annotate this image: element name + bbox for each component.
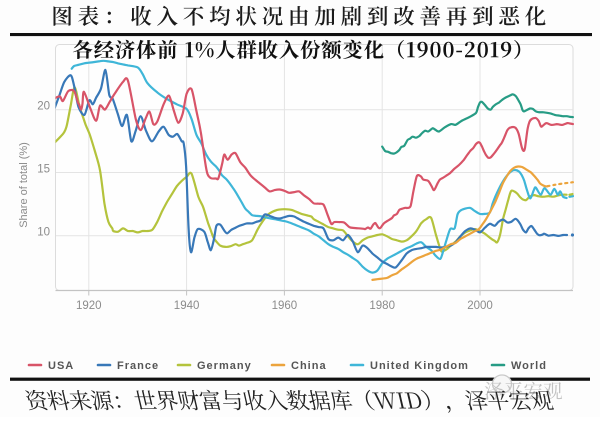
svg-text:2000: 2000: [467, 300, 493, 312]
svg-text:USA: USA: [48, 360, 74, 372]
svg-text:France: France: [117, 360, 159, 372]
svg-text:United Kingdom: United Kingdom: [370, 360, 469, 372]
svg-text:1960: 1960: [272, 300, 298, 312]
svg-text:15: 15: [37, 163, 50, 175]
svg-text:Share of total (%): Share of total (%): [18, 142, 30, 228]
svg-text:China: China: [291, 360, 327, 372]
svg-text:20: 20: [37, 101, 50, 113]
svg-text:Germany: Germany: [197, 360, 252, 372]
svg-text:1980: 1980: [369, 300, 395, 312]
svg-text:1940: 1940: [174, 300, 200, 312]
svg-text:1920: 1920: [76, 300, 102, 312]
svg-text:10: 10: [37, 227, 50, 239]
svg-text:World: World: [511, 360, 547, 372]
